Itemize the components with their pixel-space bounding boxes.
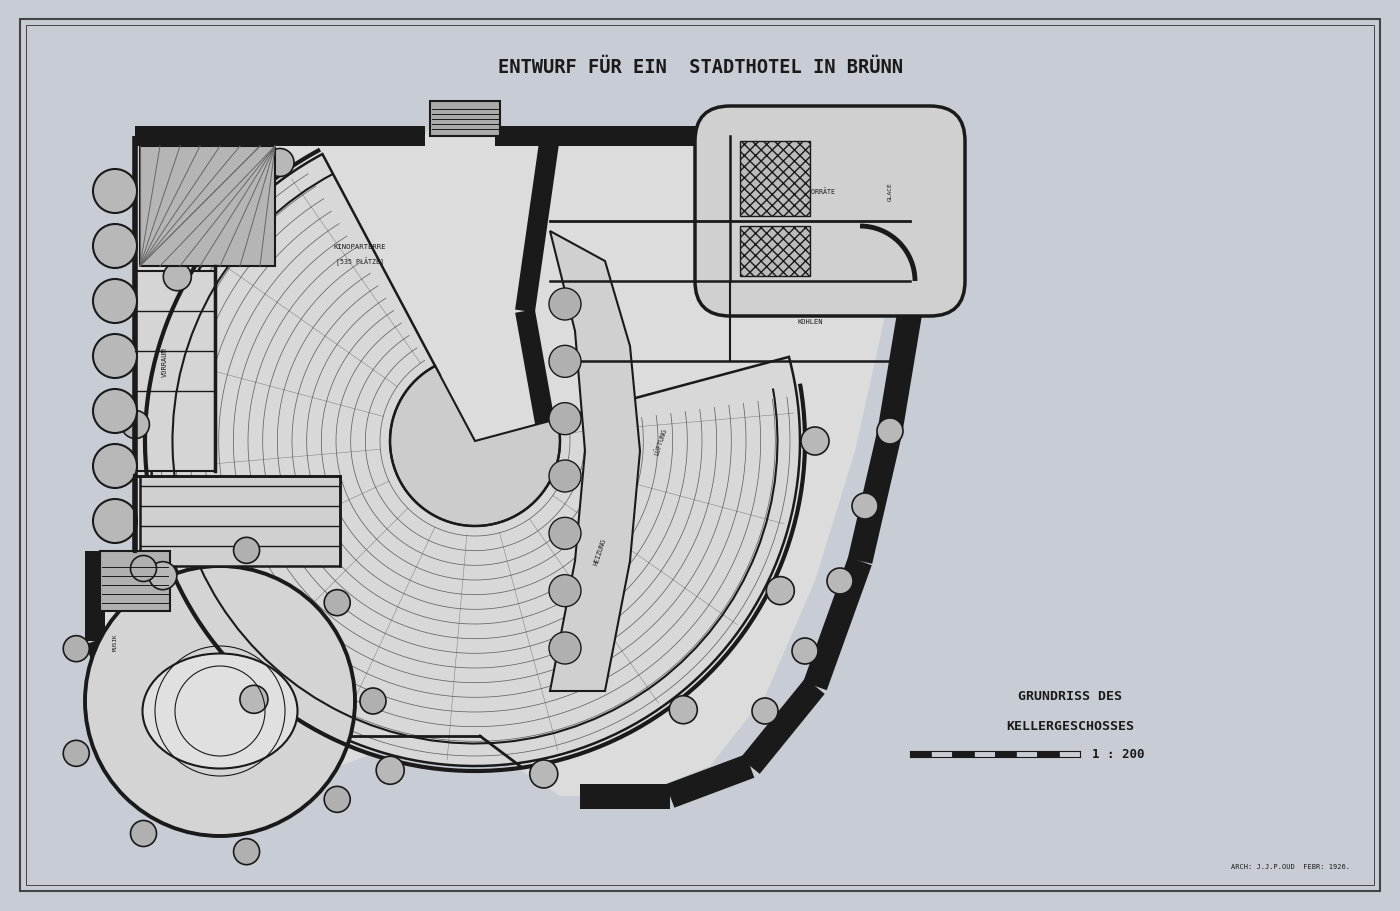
Polygon shape (665, 754, 755, 808)
Polygon shape (878, 280, 927, 434)
Circle shape (669, 696, 697, 724)
Text: KOHLEN: KOHLEN (797, 319, 823, 324)
Polygon shape (134, 127, 426, 147)
Polygon shape (496, 127, 916, 147)
Polygon shape (85, 638, 129, 714)
Circle shape (853, 494, 878, 519)
Text: 1 : 200: 1 : 200 (1092, 748, 1144, 761)
Text: HEIZUNG: HEIZUNG (592, 537, 608, 566)
Circle shape (360, 688, 386, 714)
Circle shape (92, 225, 137, 269)
Polygon shape (904, 137, 925, 281)
Bar (430, 102, 500, 137)
Circle shape (325, 590, 350, 616)
Text: TANZ. BODEN: TANZ. BODEN (196, 703, 244, 710)
Circle shape (549, 460, 581, 493)
Circle shape (549, 404, 581, 435)
Circle shape (63, 741, 90, 766)
Bar (140, 476, 340, 567)
Bar (140, 147, 274, 267)
Circle shape (377, 756, 405, 784)
Text: VORRAUM: VORRAUM (162, 347, 168, 376)
Bar (974, 752, 995, 757)
Circle shape (766, 577, 794, 605)
Circle shape (234, 839, 259, 865)
Circle shape (239, 686, 267, 713)
Text: ENTWURF FÜR EIN  STADTHOTEL IN BRÜNN: ENTWURF FÜR EIN STADTHOTEL IN BRÜNN (497, 57, 903, 77)
Circle shape (801, 427, 829, 456)
Text: KELLERGESCHOSSES: KELLERGESCHOSSES (1007, 720, 1134, 732)
Circle shape (122, 411, 150, 439)
Wedge shape (150, 155, 799, 766)
Polygon shape (570, 579, 610, 693)
FancyBboxPatch shape (694, 107, 965, 317)
Circle shape (148, 562, 176, 590)
Circle shape (164, 263, 192, 292)
Bar (1058, 752, 1079, 757)
Polygon shape (95, 117, 916, 796)
Text: LÜFTUNG: LÜFTUNG (652, 427, 668, 456)
Circle shape (92, 280, 137, 323)
Circle shape (130, 821, 157, 846)
Polygon shape (515, 310, 560, 454)
Circle shape (92, 334, 137, 379)
Circle shape (549, 632, 581, 664)
Text: GLACÉ: GLACÉ (888, 182, 893, 201)
Polygon shape (515, 136, 560, 313)
Circle shape (827, 568, 853, 594)
Circle shape (752, 698, 778, 724)
Polygon shape (741, 679, 825, 774)
Wedge shape (391, 366, 560, 527)
Text: ARCH: J.J.P.OUD  FEBR: 1926.: ARCH: J.J.P.OUD FEBR: 1926. (1231, 863, 1350, 869)
Bar (910, 752, 931, 757)
Circle shape (92, 390, 137, 434)
Bar (741, 227, 811, 277)
Text: [535 PLÄTZE]: [535 PLÄTZE] (336, 258, 384, 266)
Polygon shape (804, 558, 872, 691)
Circle shape (549, 346, 581, 378)
Text: KINOPARTERRE: KINOPARTERRE (333, 244, 386, 250)
Polygon shape (540, 449, 589, 584)
Text: GARDEROBE: GARDEROBE (221, 518, 259, 525)
Bar (134, 271, 216, 472)
Polygon shape (550, 231, 640, 691)
Circle shape (549, 575, 581, 607)
Polygon shape (848, 429, 902, 564)
Circle shape (85, 567, 356, 836)
Circle shape (92, 169, 137, 214)
Circle shape (529, 760, 557, 788)
Polygon shape (580, 783, 671, 809)
Bar (931, 752, 952, 757)
Bar (1016, 752, 1037, 757)
Polygon shape (85, 551, 105, 641)
Circle shape (63, 636, 90, 662)
Circle shape (92, 445, 137, 488)
Polygon shape (172, 746, 258, 786)
Circle shape (549, 517, 581, 549)
Circle shape (92, 499, 137, 543)
Polygon shape (251, 727, 344, 785)
Bar (1037, 752, 1058, 757)
Bar (741, 142, 811, 217)
Polygon shape (580, 786, 671, 806)
Text: GRUNDRISS DES: GRUNDRISS DES (1018, 690, 1121, 702)
Circle shape (234, 537, 259, 564)
Circle shape (549, 289, 581, 321)
Bar (995, 752, 1016, 757)
Bar (99, 551, 169, 611)
Bar (952, 752, 974, 757)
Circle shape (266, 149, 294, 178)
Text: KÜCHENVORRÄTE: KÜCHENVORRÄTE (784, 189, 836, 195)
Ellipse shape (143, 654, 298, 769)
Circle shape (792, 639, 818, 664)
Circle shape (876, 418, 903, 445)
Circle shape (130, 556, 157, 582)
Text: MUSIK: MUSIK (112, 632, 118, 650)
Circle shape (325, 786, 350, 813)
